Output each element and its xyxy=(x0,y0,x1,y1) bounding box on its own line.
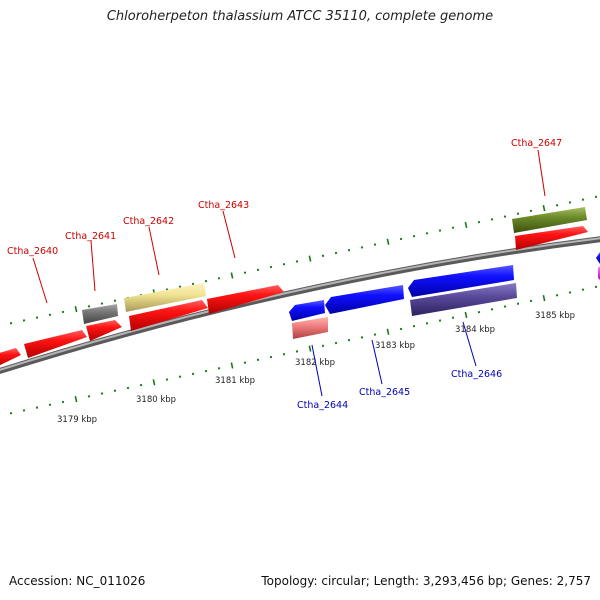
gene-label-ctha-2640[interactable]: Ctha_2640 xyxy=(7,246,58,257)
gene-arrow-reverse[interactable] xyxy=(596,252,600,264)
gene-arrow-forward[interactable] xyxy=(515,226,588,250)
gene-labels: Ctha_2640 Ctha_2641 Ctha_2642 Ctha_2643 … xyxy=(7,138,562,411)
major-tick xyxy=(308,345,312,352)
gene-arrow-reverse[interactable] xyxy=(289,300,325,321)
gene-label-ctha-2643[interactable]: Ctha_2643 xyxy=(198,200,249,211)
gene-arrow-forward[interactable] xyxy=(129,300,208,331)
gene-arrow-forward-alt[interactable] xyxy=(512,207,587,233)
major-tick xyxy=(542,294,546,302)
major-tick xyxy=(74,396,78,403)
leader-line xyxy=(537,149,546,197)
scale-label: 3180 kbp xyxy=(136,395,176,405)
inner-tick-ring xyxy=(9,285,598,415)
forward-label-leaders xyxy=(32,149,546,304)
gene-arrow-reverse-alt[interactable] xyxy=(292,317,328,339)
major-tick xyxy=(542,204,546,212)
genome-backbone-highlight xyxy=(0,237,600,371)
leader-line xyxy=(32,257,48,304)
major-tick xyxy=(74,306,78,313)
major-tick xyxy=(308,255,312,262)
major-tick xyxy=(386,238,390,245)
leader-line xyxy=(371,339,383,385)
major-tick xyxy=(464,311,468,319)
major-tick xyxy=(152,379,156,386)
scale-label: 3185 kbp xyxy=(535,311,575,321)
scale-label: 3183 kbp xyxy=(375,341,415,351)
reverse-label-leaders xyxy=(311,321,477,397)
leader-line xyxy=(90,240,96,292)
gene-arrow-forward[interactable] xyxy=(24,330,87,358)
gene-arrow-forward[interactable] xyxy=(0,348,21,367)
leader-line xyxy=(222,210,236,259)
reverse-strand-features xyxy=(289,252,600,339)
major-tick xyxy=(230,362,234,369)
gene-label-ctha-2644[interactable]: Ctha_2644 xyxy=(297,400,348,411)
accession-text: Accession: NC_011026 xyxy=(9,574,146,588)
scale-label: 3181 kbp xyxy=(215,376,255,386)
gene-arrow-forward[interactable] xyxy=(86,320,122,341)
leader-line xyxy=(311,344,323,397)
major-tick xyxy=(230,272,234,279)
genome-summary-text: Topology: circular; Length: 3,293,456 bp… xyxy=(261,574,591,588)
leader-line xyxy=(462,321,477,367)
major-tick xyxy=(386,328,390,335)
leader-line xyxy=(148,226,160,276)
gene-label-ctha-2642[interactable]: Ctha_2642 xyxy=(123,216,174,227)
gene-arrow-reverse[interactable] xyxy=(408,265,514,297)
major-tick xyxy=(464,221,468,229)
forward-strand-features xyxy=(0,207,588,367)
genome-title: Chloroherpeton thalassium ATCC 35110, co… xyxy=(106,9,494,24)
gene-arrow-reverse[interactable] xyxy=(325,285,404,314)
gene-arrow-forward-alt[interactable] xyxy=(124,283,206,312)
gene-arrow-forward[interactable] xyxy=(207,285,284,314)
gene-label-ctha-2646[interactable]: Ctha_2646 xyxy=(451,369,502,380)
scale-label: 3184 kbp xyxy=(455,325,495,335)
gene-label-ctha-2641[interactable]: Ctha_2641 xyxy=(65,231,116,242)
gene-arrow-forward-alt[interactable] xyxy=(82,304,118,324)
gene-arrow-reverse-alt[interactable] xyxy=(410,283,517,316)
gene-label-ctha-2647[interactable]: Ctha_2647 xyxy=(511,138,562,149)
gene-label-ctha-2645[interactable]: Ctha_2645 xyxy=(359,387,410,398)
scale-label: 3179 kbp xyxy=(57,415,97,425)
